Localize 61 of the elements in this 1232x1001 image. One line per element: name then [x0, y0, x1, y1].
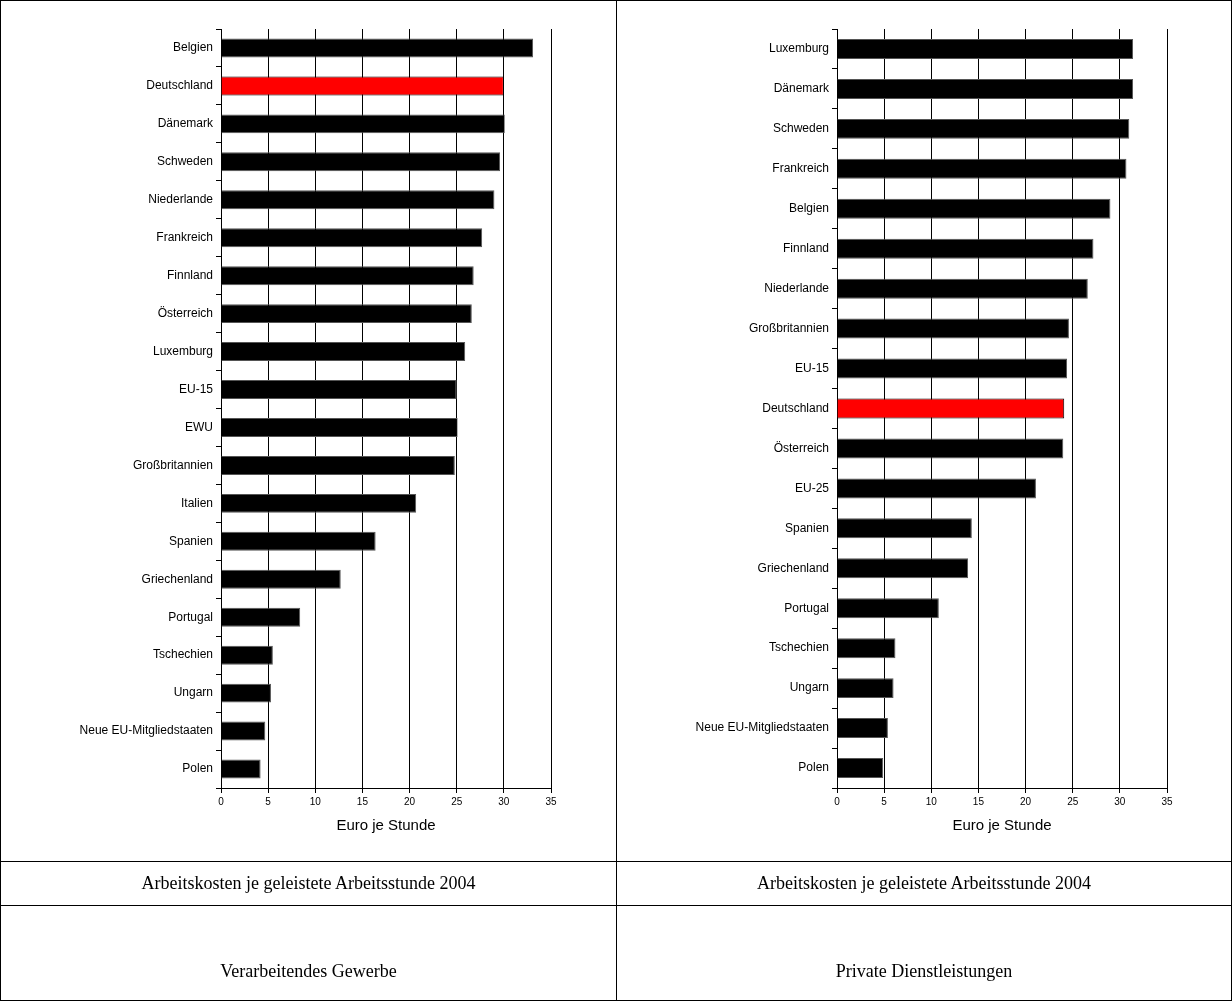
- x-tick-label: 10: [925, 795, 938, 807]
- y-tick-label: Luxemburg: [152, 343, 213, 358]
- y-tick-label: Polen: [798, 760, 829, 775]
- x-tick-label: 0: [218, 795, 225, 807]
- y-tick-label: Spanien: [168, 533, 213, 548]
- y-tick-label: Luxemburg: [768, 41, 829, 56]
- y-tick-label: Griechenland: [141, 571, 213, 586]
- y-tick-label: Belgien: [788, 201, 829, 216]
- y-tick-label: EU-25: [794, 480, 830, 495]
- y-tick-label: EU-15: [178, 381, 214, 396]
- y-tick-label: Neue EU-Mitgliedstaaten: [79, 723, 213, 738]
- y-tick-label: Deutschland: [146, 78, 213, 93]
- text: Arbeitskosten je geleistete Arbeitsstunde 2004: [617, 861, 1231, 906]
- x-tick-label: 35: [545, 795, 557, 807]
- y-tick-label: Schweden: [772, 121, 829, 136]
- y-tick-label: Frankreich: [156, 230, 213, 245]
- y-tick-label: Schweden: [156, 154, 213, 169]
- y-tick-label: Ungarn: [173, 685, 213, 700]
- y-tick-label: Dänemark: [773, 81, 830, 96]
- x-tick-label: 0: [834, 795, 841, 807]
- x-tick-label: 5: [265, 795, 272, 807]
- text: Verarbeitendes Gewerbe: [219, 961, 398, 982]
- y-tick-label: Großbritannien: [132, 457, 213, 472]
- x-tick-label: 15: [972, 795, 985, 807]
- y-tick-label: Griechenland: [757, 560, 829, 575]
- y-tick-label: Portugal: [784, 600, 829, 615]
- y-tick-label: Niederlande: [148, 192, 214, 207]
- y-tick-label: Großbritannien: [748, 320, 829, 335]
- y-tick-label: Polen: [182, 761, 213, 776]
- y-tick-label: Spanien: [784, 520, 829, 535]
- y-tick-label: Italien: [180, 495, 213, 510]
- x-tick-label: 30: [498, 795, 510, 807]
- y-tick-label: EWU: [185, 419, 213, 434]
- x-tick-label: 30: [1114, 795, 1126, 807]
- x-tick-label: 35: [1161, 795, 1173, 807]
- y-tick-label: Finnland: [166, 267, 213, 282]
- y-tick-label: Österreich: [157, 305, 213, 320]
- x-tick-label: 20: [1020, 795, 1032, 807]
- y-tick-label: Tschechien: [768, 640, 829, 655]
- x-tick-label: 25: [1067, 795, 1079, 807]
- y-tick-label: EU-15: [794, 360, 830, 375]
- x-tick-label: 15: [356, 795, 369, 807]
- x-tick-label: 5: [881, 795, 888, 807]
- y-tick-label: Tschechien: [152, 647, 213, 662]
- y-tick-label: Neue EU-Mitgliedstaaten: [695, 720, 829, 735]
- y-tick-label: Belgien: [172, 40, 213, 55]
- text: Arbeitskosten je geleistete Arbeitsstunde 2004: [1, 861, 616, 906]
- x-tick-label: 25: [451, 795, 463, 807]
- x-axis-title: Euro je Stunde: [336, 816, 436, 834]
- y-tick-label: Ungarn: [789, 680, 829, 695]
- text: Private Dienstleistungen: [834, 961, 1014, 982]
- x-tick-label: 10: [309, 795, 322, 807]
- y-tick-label: Finnland: [782, 241, 829, 256]
- y-tick-label: Frankreich: [772, 161, 829, 176]
- x-tick-label: 20: [404, 795, 416, 807]
- y-tick-label: Österreich: [773, 440, 829, 455]
- y-tick-label: Dänemark: [157, 116, 214, 131]
- y-tick-label: Deutschland: [762, 400, 829, 415]
- y-tick-label: Niederlande: [764, 280, 830, 295]
- x-axis-title: Euro je Stunde: [952, 816, 1052, 834]
- y-tick-label: Portugal: [168, 609, 213, 624]
